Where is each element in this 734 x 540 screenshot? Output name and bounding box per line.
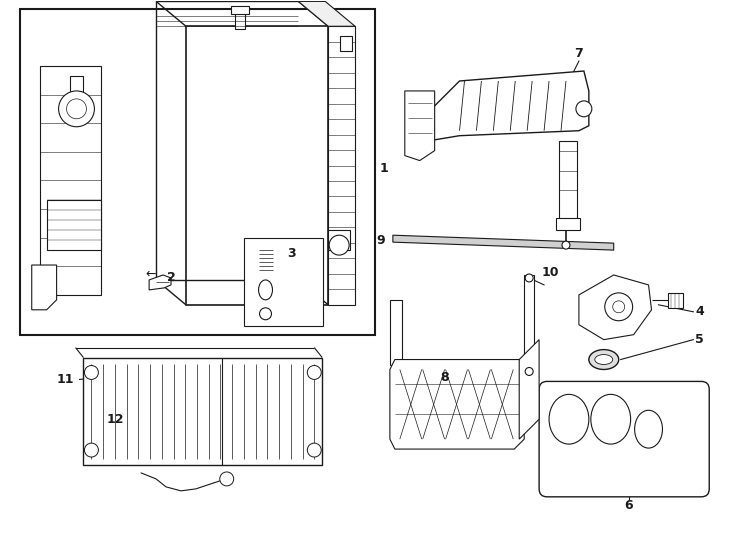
Text: 4: 4 bbox=[695, 305, 704, 318]
Polygon shape bbox=[519, 340, 539, 439]
Text: ←: ← bbox=[145, 268, 156, 281]
Circle shape bbox=[308, 443, 321, 457]
Text: 8: 8 bbox=[440, 371, 449, 384]
Bar bbox=[524, 275, 534, 374]
Circle shape bbox=[329, 235, 349, 255]
Bar bbox=[328, 26, 355, 305]
Ellipse shape bbox=[589, 349, 619, 369]
Bar bbox=[20, 9, 375, 335]
Bar bbox=[340, 36, 352, 51]
Circle shape bbox=[84, 366, 98, 380]
Bar bbox=[70, 76, 84, 96]
Circle shape bbox=[219, 472, 233, 486]
Polygon shape bbox=[32, 265, 57, 310]
Text: 3: 3 bbox=[288, 247, 296, 260]
Polygon shape bbox=[579, 275, 652, 340]
Bar bbox=[559, 140, 577, 220]
Polygon shape bbox=[149, 275, 171, 290]
Bar bbox=[669, 293, 683, 308]
Polygon shape bbox=[298, 2, 355, 26]
Text: 9: 9 bbox=[377, 234, 385, 247]
Circle shape bbox=[576, 101, 592, 117]
Ellipse shape bbox=[258, 280, 272, 300]
Text: 5: 5 bbox=[695, 333, 704, 346]
Text: 6: 6 bbox=[625, 500, 633, 512]
Polygon shape bbox=[405, 91, 435, 160]
FancyBboxPatch shape bbox=[539, 381, 709, 497]
Ellipse shape bbox=[549, 394, 589, 444]
Polygon shape bbox=[393, 235, 614, 250]
Circle shape bbox=[67, 99, 87, 119]
Ellipse shape bbox=[595, 355, 613, 365]
Circle shape bbox=[526, 368, 533, 375]
Polygon shape bbox=[429, 71, 589, 140]
Text: 2: 2 bbox=[167, 272, 176, 285]
Text: 7: 7 bbox=[575, 46, 584, 59]
Polygon shape bbox=[390, 360, 524, 449]
Text: 11: 11 bbox=[57, 373, 75, 386]
Ellipse shape bbox=[635, 410, 663, 448]
Text: 12: 12 bbox=[106, 413, 124, 426]
Circle shape bbox=[84, 443, 98, 457]
Circle shape bbox=[562, 241, 570, 249]
Polygon shape bbox=[40, 66, 101, 295]
Bar bbox=[556, 218, 580, 230]
Bar bbox=[230, 6, 249, 15]
Bar bbox=[235, 9, 244, 29]
Circle shape bbox=[526, 274, 533, 282]
Circle shape bbox=[605, 293, 633, 321]
Circle shape bbox=[308, 366, 321, 380]
Bar bbox=[328, 230, 350, 250]
Circle shape bbox=[59, 91, 95, 127]
Text: 1: 1 bbox=[380, 162, 389, 175]
Circle shape bbox=[613, 301, 625, 313]
Ellipse shape bbox=[591, 394, 631, 444]
Bar bbox=[84, 357, 322, 465]
Bar bbox=[47, 200, 101, 250]
Bar bbox=[244, 238, 323, 326]
Bar bbox=[390, 300, 401, 365]
Text: 10: 10 bbox=[541, 266, 559, 280]
Polygon shape bbox=[186, 26, 328, 305]
Circle shape bbox=[260, 308, 272, 320]
